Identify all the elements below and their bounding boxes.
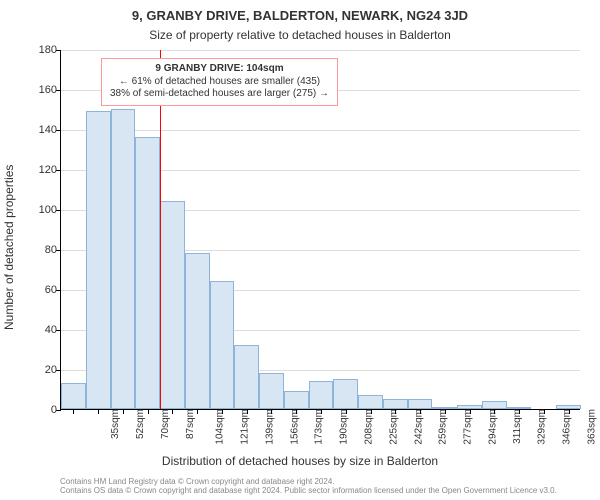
x-tick-label: 277sqm — [461, 409, 474, 445]
x-tick-mark — [321, 409, 322, 414]
histogram-bar — [457, 405, 482, 409]
x-tick-mark — [395, 409, 396, 414]
histogram-bar — [482, 401, 507, 409]
x-tick-label: 294sqm — [485, 409, 498, 445]
y-axis-label: Number of detached properties — [2, 165, 16, 330]
histogram-bar — [210, 281, 235, 409]
x-tick-label: 52sqm — [133, 409, 146, 439]
histogram-bar — [86, 111, 111, 409]
x-tick-mark — [470, 409, 471, 414]
histogram-bar — [61, 383, 86, 409]
x-tick-label: 121sqm — [238, 409, 251, 445]
histogram-bar — [507, 407, 532, 409]
annotation-header: 9 GRANBY DRIVE: 104sqm — [110, 63, 329, 76]
y-tick-label: 180 — [39, 44, 61, 56]
footer-line-1: Contains HM Land Registry data © Crown c… — [60, 477, 580, 487]
x-tick-mark — [544, 409, 545, 414]
x-tick-label: 173sqm — [312, 409, 325, 445]
histogram-bar — [160, 201, 185, 409]
x-tick-label: 70sqm — [158, 409, 171, 439]
x-tick-mark — [197, 409, 198, 414]
x-tick-mark — [346, 409, 347, 414]
histogram-bar — [111, 109, 136, 409]
annotation-box: 9 GRANBY DRIVE: 104sqm ← 61% of detached… — [101, 58, 338, 106]
histogram-bar — [358, 395, 383, 409]
annotation-line-2: 38% of semi-detached houses are larger (… — [110, 88, 329, 101]
y-tick-label: 120 — [39, 164, 61, 176]
x-tick-label: 225sqm — [386, 409, 399, 445]
x-tick-label: 139sqm — [263, 409, 276, 445]
y-gridline — [61, 130, 580, 131]
histogram-bar — [383, 399, 408, 409]
y-tick-label: 20 — [45, 364, 61, 376]
histogram-bar — [556, 405, 581, 409]
x-tick-mark — [172, 409, 173, 414]
histogram-bar — [284, 391, 309, 409]
x-tick-label: 208sqm — [362, 409, 375, 445]
x-tick-label: 259sqm — [436, 409, 449, 445]
histogram-bar — [185, 253, 210, 409]
histogram-bar — [259, 373, 284, 409]
x-tick-label: 156sqm — [287, 409, 300, 445]
y-tick-label: 60 — [45, 284, 61, 296]
footer-attribution: Contains HM Land Registry data © Crown c… — [60, 477, 580, 496]
x-tick-mark — [296, 409, 297, 414]
x-tick-mark — [98, 409, 99, 414]
y-tick-label: 80 — [45, 244, 61, 256]
y-tick-label: 40 — [45, 324, 61, 336]
y-gridline — [61, 50, 580, 51]
x-tick-label: 104sqm — [213, 409, 226, 445]
chart-subtitle: Size of property relative to detached ho… — [0, 28, 600, 42]
histogram-bar — [432, 407, 457, 409]
y-tick-label: 160 — [39, 84, 61, 96]
x-tick-label: 35sqm — [108, 409, 121, 439]
chart-plot-area: 9 GRANBY DRIVE: 104sqm ← 61% of detached… — [60, 50, 580, 410]
chart-title: 9, GRANBY DRIVE, BALDERTON, NEWARK, NG24… — [0, 8, 600, 23]
x-tick-mark — [271, 409, 272, 414]
y-tick-label: 100 — [39, 204, 61, 216]
x-tick-label: 329sqm — [535, 409, 548, 445]
x-tick-mark — [222, 409, 223, 414]
histogram-bar — [408, 399, 433, 409]
x-tick-label: 311sqm — [509, 409, 522, 444]
footer-line-2: Contains OS data © Crown copyright and d… — [60, 486, 580, 496]
x-tick-label: 363sqm — [584, 409, 597, 445]
x-tick-label: 87sqm — [183, 409, 196, 439]
histogram-bar — [309, 381, 334, 409]
y-tick-label: 0 — [51, 404, 61, 416]
annotation-line-1: ← 61% of detached houses are smaller (43… — [110, 76, 329, 89]
x-tick-mark — [494, 409, 495, 414]
x-tick-label: 190sqm — [337, 409, 350, 445]
x-tick-mark — [148, 409, 149, 414]
x-tick-label: 242sqm — [411, 409, 424, 445]
x-axis-label: Distribution of detached houses by size … — [0, 454, 600, 468]
x-tick-mark — [445, 409, 446, 414]
x-tick-mark — [123, 409, 124, 414]
histogram-bar — [333, 379, 358, 409]
histogram-bar — [234, 345, 259, 409]
x-tick-mark — [420, 409, 421, 414]
chart-root: 9, GRANBY DRIVE, BALDERTON, NEWARK, NG24… — [0, 0, 600, 500]
x-tick-mark — [371, 409, 372, 414]
x-tick-mark — [569, 409, 570, 414]
x-tick-mark — [519, 409, 520, 414]
y-tick-label: 140 — [39, 124, 61, 136]
x-tick-mark — [73, 409, 74, 414]
histogram-bar — [135, 137, 160, 409]
x-tick-mark — [247, 409, 248, 414]
x-tick-label: 346sqm — [560, 409, 573, 445]
